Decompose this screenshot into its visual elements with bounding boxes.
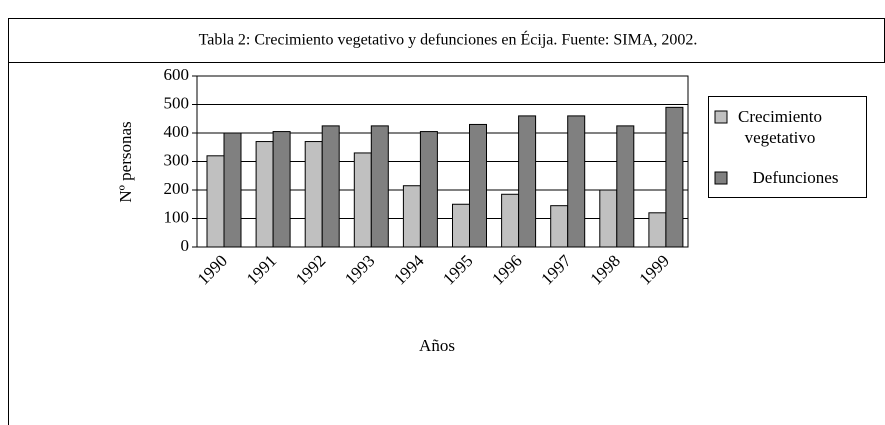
- y-tick-label: 200: [164, 179, 190, 198]
- x-tick-label: 1996: [488, 251, 525, 288]
- y-tick-label: 400: [164, 122, 190, 141]
- y-tick-label: 100: [164, 207, 190, 226]
- x-tick-label: 1998: [586, 251, 623, 288]
- plot-frame: [196, 75, 689, 248]
- x-axis-label: Años: [419, 336, 455, 355]
- legend-swatch: [714, 171, 728, 185]
- x-tick-label: 1990: [194, 251, 231, 288]
- bar: [304, 141, 323, 248]
- bar: [518, 115, 537, 248]
- legend-label: Defunciones: [752, 168, 839, 187]
- x-tick-label: 1994: [390, 251, 428, 289]
- legend-box: [708, 96, 867, 198]
- bar: [665, 106, 684, 248]
- bar: [501, 193, 520, 248]
- bar: [550, 205, 569, 248]
- bar: [272, 131, 291, 248]
- bar: [402, 185, 421, 248]
- bar: [255, 141, 274, 248]
- bar: [353, 152, 372, 248]
- x-tick-label: 1995: [439, 251, 476, 288]
- x-tick-label: 1993: [341, 251, 378, 288]
- bar: [599, 189, 618, 248]
- legend-swatch: [714, 110, 728, 124]
- bar: [469, 123, 487, 248]
- y-tick-label: 500: [164, 93, 190, 112]
- bar: [419, 131, 438, 248]
- bar: [648, 212, 667, 248]
- y-tick-label: 300: [164, 150, 190, 169]
- bar: [452, 203, 470, 248]
- bar: [321, 125, 340, 248]
- bar: [370, 125, 389, 248]
- bar: [616, 125, 635, 248]
- chart-title: Tabla 2: Crecimiento vegetativo y defunc…: [199, 30, 698, 49]
- bar: [223, 132, 242, 248]
- y-tick-label: 0: [181, 236, 190, 255]
- x-tick-label: 1992: [292, 251, 329, 288]
- legend-label: Crecimiento vegetativo: [737, 107, 823, 147]
- x-tick-label: 1991: [243, 251, 280, 288]
- bar: [206, 155, 225, 248]
- y-tick-label: 600: [164, 65, 190, 84]
- x-tick-label: 1997: [537, 251, 575, 289]
- x-tick-label: 1999: [636, 251, 673, 288]
- bar: [567, 115, 586, 248]
- y-axis-label: Nº personas: [116, 121, 135, 202]
